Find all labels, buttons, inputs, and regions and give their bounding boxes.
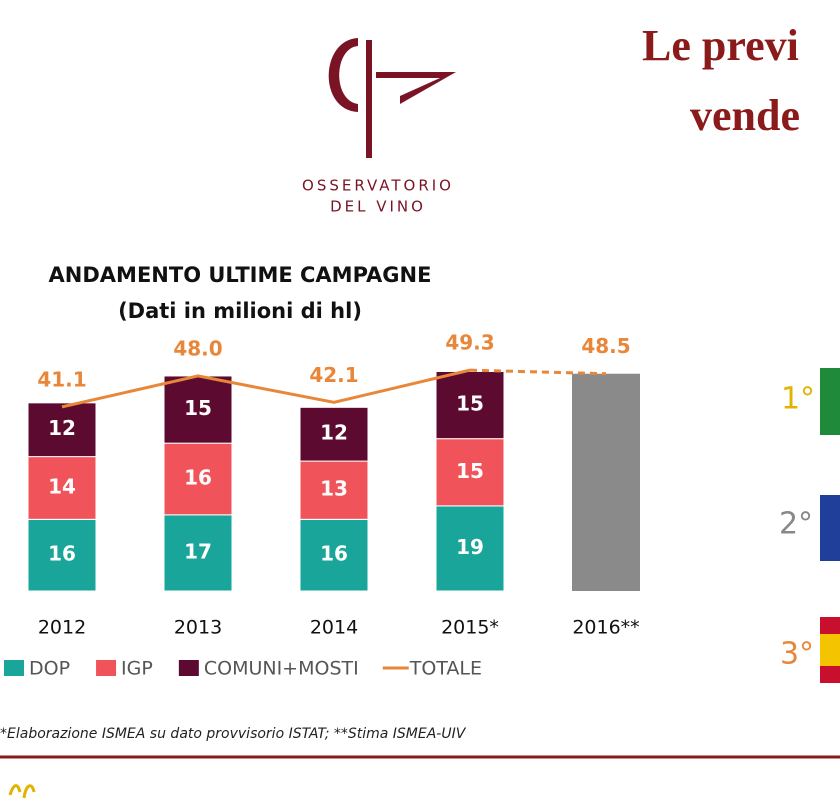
- x-tick-label: 2016**: [572, 617, 639, 639]
- logo: OSSERVATORIO DEL VINO: [302, 38, 456, 216]
- bar-segment: [27, 402, 97, 458]
- legend-key: [96, 660, 117, 676]
- logo-arrow: [376, 72, 456, 104]
- total-label: 42.1: [309, 363, 358, 387]
- flag: [820, 495, 840, 561]
- bar-segment: [27, 456, 97, 520]
- total-line-estimate: [469, 368, 607, 376]
- chart-subtitle: (Dati in milioni di hl): [118, 299, 362, 323]
- segment-label: 13: [320, 477, 348, 501]
- footnote: *Elaborazione ISMEA su dato provvisorio …: [0, 726, 467, 742]
- x-tick-label: 2014: [310, 617, 358, 639]
- segment-label: 15: [456, 459, 484, 483]
- legend-key: [4, 660, 24, 676]
- logo-text: DEL VINO: [330, 198, 426, 216]
- legend-label: IGP: [121, 658, 153, 680]
- bar-segment: [435, 370, 505, 440]
- x-tick-label: 2015*: [441, 617, 499, 639]
- segment-label: 19: [456, 535, 484, 559]
- segment-label: 12: [48, 416, 76, 440]
- x-tick-label: 2013: [174, 617, 222, 639]
- segment-label: 16: [48, 542, 76, 566]
- flag: [820, 634, 840, 666]
- legend-label: TOTALE: [409, 658, 482, 680]
- footer-logo: [8, 784, 36, 799]
- bar-segment: [435, 438, 505, 507]
- segment-label: 16: [320, 542, 348, 566]
- segment-label: 14: [48, 474, 76, 498]
- x-tick-label: 2012: [38, 617, 86, 639]
- logo-stem: [366, 40, 372, 158]
- segment-label: 16: [184, 466, 212, 490]
- estimate-bar: [572, 373, 640, 591]
- bar-segment: [163, 514, 233, 592]
- slide-title: Le previ: [642, 21, 799, 70]
- total-label: 48.0: [173, 336, 222, 360]
- segment-label: 17: [184, 539, 212, 563]
- slide-title: vende: [690, 91, 800, 140]
- flag: [820, 368, 840, 435]
- logo-curve: [328, 38, 358, 112]
- bar-segment: [435, 505, 505, 592]
- bar-segment: [163, 375, 233, 444]
- logo-text: OSSERVATORIO: [302, 177, 454, 195]
- chart-title: ANDAMENTO ULTIME CAMPAGNE: [49, 263, 432, 287]
- legend-label: COMUNI+MOSTI: [204, 658, 359, 680]
- rank-label: 1°: [781, 382, 815, 417]
- bar-segment: [163, 442, 233, 516]
- bar-segment: [299, 518, 369, 592]
- rank-label: 2°: [779, 507, 813, 542]
- segment-label: 15: [456, 392, 484, 416]
- legend-key: [178, 660, 199, 676]
- total-label: 48.5: [581, 334, 630, 358]
- total-label: 49.3: [445, 331, 494, 355]
- segment-label: 15: [184, 396, 212, 420]
- rank-label: 3°: [780, 637, 814, 672]
- bar-segment: [299, 460, 369, 520]
- bar-segment: [27, 518, 97, 592]
- legend-label: DOP: [29, 658, 70, 680]
- segment-label: 12: [320, 421, 348, 445]
- total-label: 41.1: [37, 367, 86, 391]
- total-line: [61, 368, 471, 409]
- bar-segment: [299, 406, 369, 462]
